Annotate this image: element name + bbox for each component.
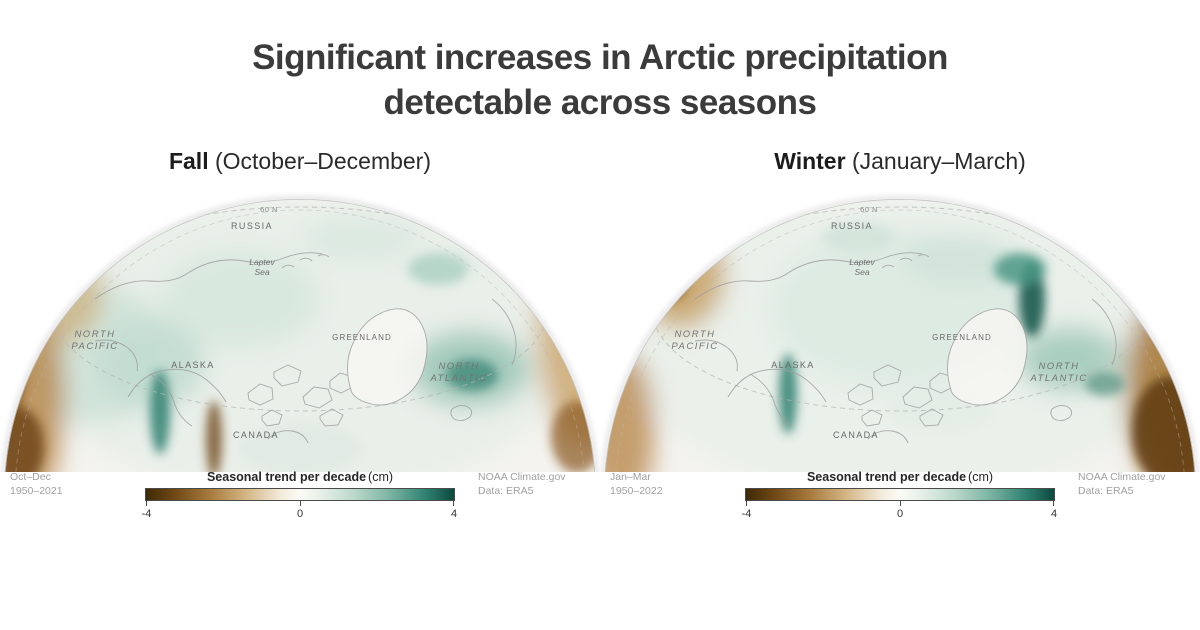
colorbar-tick-labels: -4 0 4 — [141, 507, 458, 520]
canada-label: CANADA — [233, 430, 279, 440]
colorbar-gradient — [145, 487, 455, 506]
laptev-sea-label: Sea — [854, 267, 869, 277]
colorbar-tick — [146, 500, 147, 506]
colorbar-tick-labels: -4 0 4 — [741, 507, 1058, 520]
north-pacific-label: PACIFIC — [671, 341, 718, 352]
north-atlantic-label: NORTH — [438, 361, 479, 372]
laptev-sea-label: Laptev — [849, 257, 875, 267]
footer-winter: Jan–Mar 1950–2022 Seasonal trend per dec… — [600, 470, 1200, 521]
months-label: (January–March) — [851, 147, 1026, 174]
lat-60n-label: 60 N — [860, 205, 878, 214]
laptev-sea-label: Sea — [254, 267, 269, 277]
alaska-label: ALASKA — [171, 360, 214, 370]
map-panels: Fall (October–December) — [0, 132, 1200, 521]
season-label: Winter — [774, 147, 846, 174]
colorbar-tick — [300, 500, 301, 506]
colorbar-title: Seasonal trend per decade (cm) — [206, 469, 394, 484]
colorbar-tick — [1053, 500, 1054, 506]
footer-fall: Oct–Dec 1950–2021 Seasonal trend per dec… — [0, 470, 600, 521]
colorbar-tick — [746, 500, 747, 506]
arctic-globe-winter: 60 N RUSSIA Laptev Sea GREENLAND NORTH P… — [602, 196, 1198, 472]
map-fall: 60 N RUSSIA Laptev Sea GREENLAND NORTH P… — [0, 187, 600, 472]
russia-label: RUSSIA — [831, 221, 873, 231]
credit: NOAA Climate.gov Data: ERA5 — [478, 470, 566, 497]
date-range: Jan–Mar 1950–2022 — [610, 470, 663, 497]
arctic-globe-fall: 60 N RUSSIA Laptev Sea GREENLAND NORTH P… — [2, 196, 598, 472]
colorbar-title: Seasonal trend per decade (cm) — [806, 469, 994, 484]
title-line-2: detectable across seasons — [383, 82, 817, 122]
laptev-sea-label: Laptev — [249, 257, 275, 267]
panel-title-winter: Winter (January–March) — [600, 148, 1200, 175]
colorbar-winter: Seasonal trend per decade (cm) -4 0 4 — [735, 470, 1065, 521]
page-title: Significant increases in Arctic precipit… — [0, 0, 1200, 126]
north-atlantic-label: NORTH — [1038, 361, 1079, 372]
panel-title-fall: Fall (October–December) — [0, 148, 600, 175]
date-range: Oct–Dec 1950–2021 — [10, 470, 63, 497]
north-atlantic-label: ATLANTIC — [429, 373, 487, 384]
alaska-label: ALASKA — [771, 360, 814, 370]
months-label: (October–December) — [214, 147, 432, 174]
title-line-1: Significant increases in Arctic precipit… — [252, 38, 948, 77]
greenland-label: GREENLAND — [332, 333, 392, 342]
north-pacific-label: NORTH — [674, 329, 715, 340]
season-label: Fall — [168, 147, 209, 174]
colorbar-tick — [900, 500, 901, 506]
north-atlantic-label: ATLANTIC — [1029, 373, 1087, 384]
north-pacific-label: PACIFIC — [71, 341, 118, 352]
panel-fall: Fall (October–December) — [0, 132, 600, 521]
colorbar-tick — [453, 500, 454, 506]
credit: NOAA Climate.gov Data: ERA5 — [1078, 470, 1166, 497]
map-winter: 60 N RUSSIA Laptev Sea GREENLAND NORTH P… — [600, 187, 1200, 472]
panel-winter: Winter (January–March) — [600, 132, 1200, 521]
map-labels-fall: 60 N RUSSIA Laptev Sea GREENLAND NORTH P… — [71, 205, 487, 440]
canada-label: CANADA — [833, 430, 879, 440]
lat-60n-label: 60 N — [260, 205, 278, 214]
russia-label: RUSSIA — [231, 221, 273, 231]
greenland-label: GREENLAND — [932, 333, 992, 342]
colorbar-gradient — [745, 487, 1055, 506]
colorbar-fall: Seasonal trend per decade (cm) -4 0 4 — [135, 470, 465, 521]
north-pacific-label: NORTH — [74, 329, 115, 340]
map-labels-winter: 60 N RUSSIA Laptev Sea GREENLAND NORTH P… — [671, 205, 1087, 440]
